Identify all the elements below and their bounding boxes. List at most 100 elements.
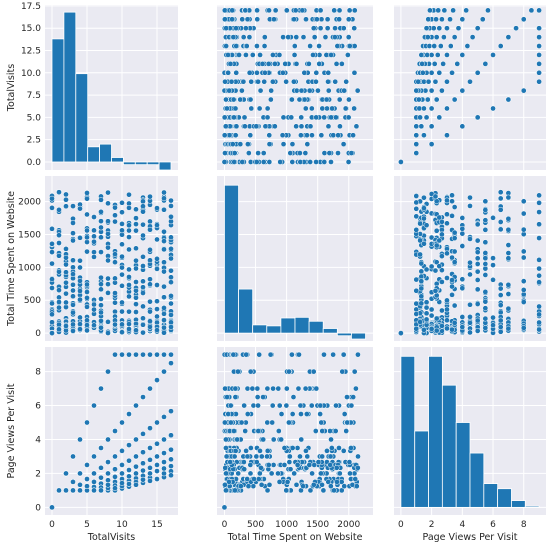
scatter-point [256,470,263,477]
scatter-point [290,394,297,400]
scatter-point [417,220,423,227]
scatter-point [520,254,527,261]
y-tick-label: 1500 [18,231,41,241]
scatter-point [353,483,360,490]
scatter-point [306,87,313,94]
scatter-point [221,419,228,426]
scatter-point [154,453,160,460]
scatter-point [264,114,271,121]
scatter-point [242,428,249,434]
scatter-point [451,204,458,210]
scatter-point [161,305,167,311]
scatter-point [418,273,425,280]
scatter-point [84,248,90,255]
scatter-point [126,467,132,473]
scatter-point [425,78,432,85]
scatter-point [276,402,283,409]
scatter-point [56,252,62,259]
scatter-point [293,123,299,130]
scatter-point [98,474,104,481]
scatter-point [112,259,118,266]
scatter-point [221,504,228,511]
scatter-point [105,368,111,375]
scatter-point [161,470,167,477]
scatter-point [310,368,317,375]
scatter-point [91,470,97,477]
scatter-point [332,428,339,434]
scatter-point [63,487,69,494]
scatter-point [126,442,132,448]
scatter-point [161,436,167,443]
scatter-point [474,25,481,32]
scatter-point [464,43,471,49]
scatter-point [126,308,132,315]
scatter-point [91,322,97,329]
scatter-point [415,78,422,85]
scatter-point [298,114,305,121]
scatter-point [140,449,146,456]
x-tick-label: 6 [490,520,496,530]
x-tick-label: 500 [247,520,264,530]
scatter-point [449,254,455,261]
histogram-bar [322,328,338,334]
scatter-point [243,448,249,454]
scatter-point [161,228,167,235]
scatter-point [147,246,153,253]
scatter-point [279,132,286,139]
scatter-point [303,411,310,417]
scatter-point [161,459,167,465]
scatter-point [126,227,132,234]
scatter-point [154,313,160,320]
scatter-point [340,25,347,32]
scatter-point [319,481,325,488]
scatter-point [56,287,62,293]
scatter-point [536,279,542,286]
scatter-point [433,227,440,234]
scatter-point [56,299,62,305]
x-tick-label: 2000 [337,520,360,530]
scatter-point [70,264,76,271]
panel-background [394,5,546,170]
scatter-point [133,327,139,334]
scatter-point [280,114,287,121]
scatter-point [439,323,445,329]
scatter-point [147,425,153,431]
scatter-point [91,301,97,308]
scatter-point [497,292,504,298]
scatter-point [222,16,228,23]
scatter-point [260,436,267,443]
histogram-bar [469,452,485,508]
scatter-point [70,309,76,316]
scatter-point [84,190,90,196]
scatter-point [348,445,354,451]
scatter-point [319,453,326,460]
scatter-point [133,215,139,221]
scatter-point [270,52,276,58]
histogram-bar [75,73,89,163]
scatter-point [317,25,324,32]
scatter-point [418,278,425,285]
scatter-point [272,7,279,14]
scatter-point [444,105,450,112]
scatter-point [70,281,76,288]
scatter-point [490,105,496,112]
scatter-point [126,293,132,300]
scatter-point [346,96,352,103]
scatter-point [435,7,442,14]
scatter-point [168,203,174,209]
x-tick-label: 0 [49,520,55,530]
scatter-point [282,61,289,67]
scatter-point [112,212,118,219]
scatter-point [319,428,326,434]
scatter-point [278,436,284,443]
scatter-point [423,316,430,323]
scatter-point [318,470,324,477]
scatter-point [497,328,504,335]
scatter-point [223,445,229,451]
scatter-point [161,268,167,275]
scatter-point [436,25,443,32]
scatter-point [417,237,423,244]
scatter-point [244,411,251,417]
scatter-point [247,96,254,103]
scatter-point [329,105,336,112]
